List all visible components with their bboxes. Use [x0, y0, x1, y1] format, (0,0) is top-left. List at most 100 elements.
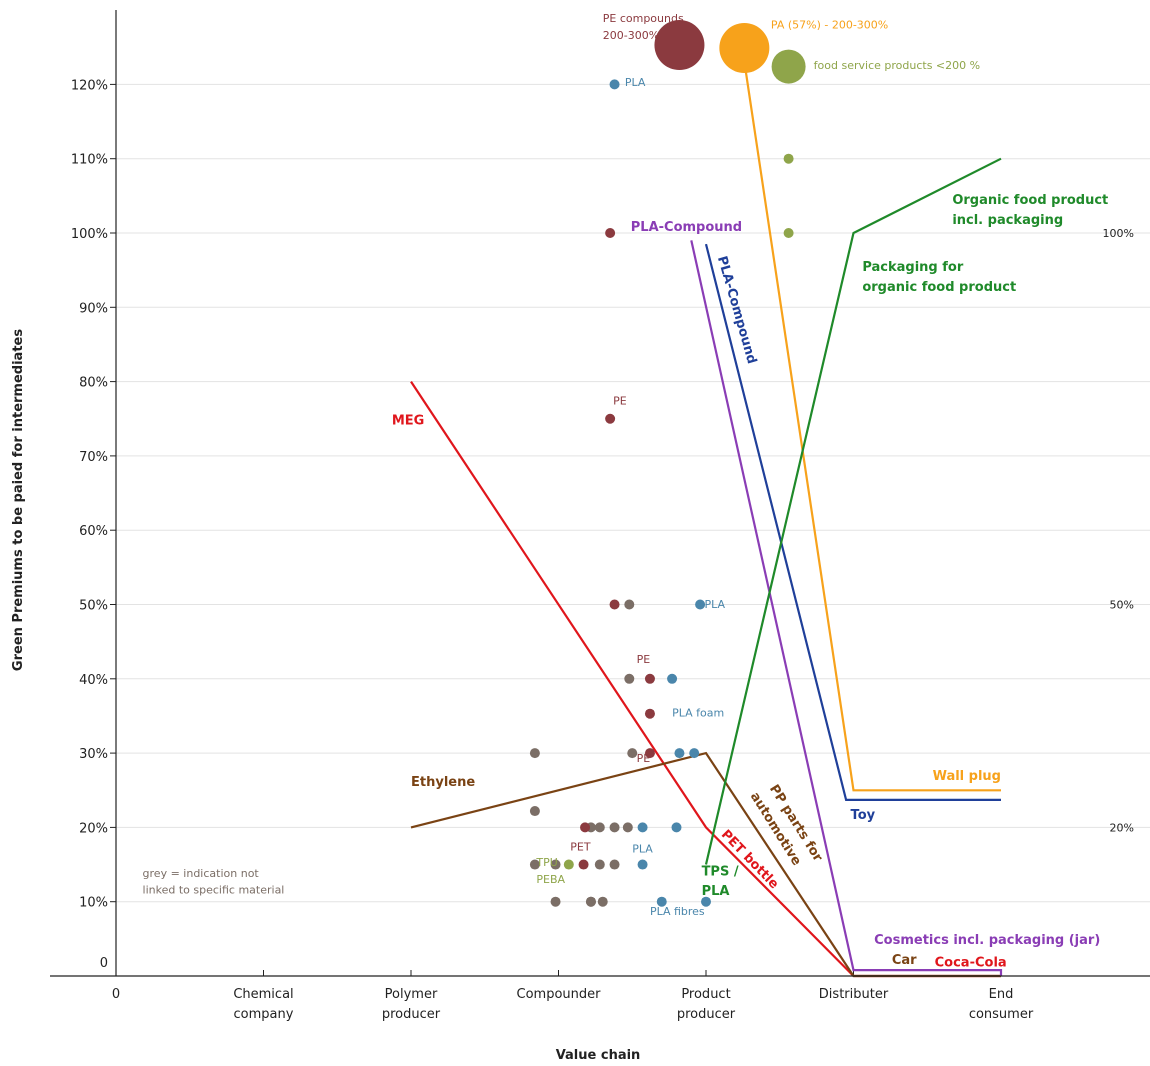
bubble-point: [771, 49, 806, 84]
data-point: [605, 413, 616, 424]
annotation-label: Coca-Cola: [935, 955, 1007, 970]
data-point: [529, 748, 540, 759]
annotation-label: grey = indication not: [143, 867, 260, 880]
data-point: [624, 599, 635, 610]
data-point: [656, 896, 667, 907]
data-point: [701, 896, 711, 907]
bubble-point: [654, 20, 705, 71]
series-line: [704, 157, 1002, 865]
annotation-label: TPS /: [702, 865, 739, 880]
series-line: [410, 380, 855, 977]
series-line: [704, 243, 1001, 802]
y-axis-label: Green Premiums to be paied for intermedi…: [11, 329, 26, 671]
series-line: [690, 240, 1003, 976]
annotation-label: PE: [637, 653, 651, 666]
annotation-label: incl. packaging: [952, 213, 1063, 228]
annotation-label: PLA: [705, 598, 726, 611]
y-tick-label: 10%: [79, 896, 108, 911]
y-tick-label: 120%: [71, 78, 108, 93]
x-axis-ticks: 0 Chemical company Polymer producer Compounde…: [112, 970, 1034, 1022]
x-tick-label: Distributer: [819, 987, 889, 1002]
data-point: [689, 748, 700, 759]
annotation-label: PEBA: [536, 873, 565, 886]
data-point: [550, 859, 561, 870]
data-point: [783, 228, 794, 238]
bubble-point: [719, 22, 770, 73]
data-point: [563, 859, 574, 870]
data-point: [609, 599, 620, 610]
annotation-label: MEG: [392, 414, 425, 429]
data-point: [674, 748, 685, 759]
x-tick-label: Polymer producer: [382, 987, 441, 1022]
data-point: [627, 748, 638, 759]
data-point: [605, 228, 616, 238]
data-point: [529, 859, 540, 870]
data-point: [529, 806, 540, 817]
data-point: [580, 822, 591, 833]
annotation-label: Car: [892, 953, 917, 968]
x-axis-label: Value chain: [556, 1048, 641, 1063]
x-tick-label: Product producer: [677, 987, 736, 1022]
right-tick-label: 20%: [1110, 821, 1134, 834]
data-point: [622, 822, 633, 833]
data-point: [644, 748, 655, 759]
y-tick-label: 50%: [79, 599, 108, 614]
data-point: [637, 822, 648, 833]
x-tick-label: Chemical company: [233, 987, 293, 1022]
annotation-label: PLA-Compound: [631, 220, 742, 235]
data-point: [671, 822, 682, 833]
series-line: [743, 61, 1001, 792]
annotation-label: PA (57%) - 200-300%: [771, 19, 888, 32]
annotation-label: linked to specific material: [143, 884, 285, 897]
y-tick-label: 0: [100, 956, 108, 971]
data-point: [594, 859, 605, 870]
annotation-label: PE: [613, 395, 627, 408]
y-tick-label: 110%: [71, 153, 108, 168]
y-tick-label: 90%: [79, 301, 108, 316]
annotation-label: food service products <200 %: [814, 59, 980, 72]
data-point: [609, 79, 620, 90]
data-points: [529, 79, 794, 907]
series-lines: [410, 61, 1003, 978]
annotation-label: PLA: [632, 843, 653, 856]
data-point: [644, 708, 655, 719]
annotation-label: Wall plug: [933, 769, 1001, 784]
data-point: [550, 896, 561, 907]
bubble-points: [654, 20, 806, 84]
x-tick-label: Compounder: [517, 987, 602, 1002]
annotation-label: PE: [637, 752, 651, 765]
annotation-label: Organic food product: [952, 193, 1108, 208]
data-point: [585, 896, 596, 907]
data-point: [783, 153, 794, 164]
annotation-label: PLA-Compound: [714, 254, 759, 365]
data-point: [644, 673, 655, 684]
annotation-label: Ethylene: [411, 775, 475, 790]
y-tick-label: 20%: [79, 821, 108, 836]
data-point: [624, 673, 635, 684]
annotation-label: PLA: [625, 76, 646, 89]
data-point: [667, 673, 678, 684]
annotation-label: Toy: [851, 808, 876, 823]
data-point: [578, 859, 589, 870]
y-tick-label: 100%: [71, 227, 108, 242]
annotation-label: PET: [570, 840, 591, 853]
data-point: [594, 822, 605, 833]
y-tick-label: 30%: [79, 747, 108, 762]
data-point: [609, 822, 620, 833]
x-tick-label: End consumer: [969, 987, 1034, 1022]
annotation-label: organic food product: [862, 280, 1016, 295]
y-tick-label: 60%: [79, 524, 108, 539]
y-axis-ticks: 0 10% 20% 30% 40% 50% 60% 70% 80% 90% 100% 110% 120%: [71, 78, 116, 977]
y-tick-label: 40%: [79, 673, 108, 688]
annotation-label: PLA fibres: [650, 905, 705, 918]
x-tick-label: 0: [112, 987, 120, 1002]
annotation-label: PLA foam: [672, 707, 724, 720]
annotation-label: PE compounds: [603, 12, 684, 25]
data-point: [637, 859, 648, 870]
annotation-label: Cosmetics incl. packaging (jar): [874, 933, 1100, 948]
right-tick-label: 100%: [1103, 227, 1134, 240]
data-point: [597, 896, 608, 907]
y-tick-label: 70%: [79, 450, 108, 465]
annotation-label: PLA: [702, 884, 730, 899]
